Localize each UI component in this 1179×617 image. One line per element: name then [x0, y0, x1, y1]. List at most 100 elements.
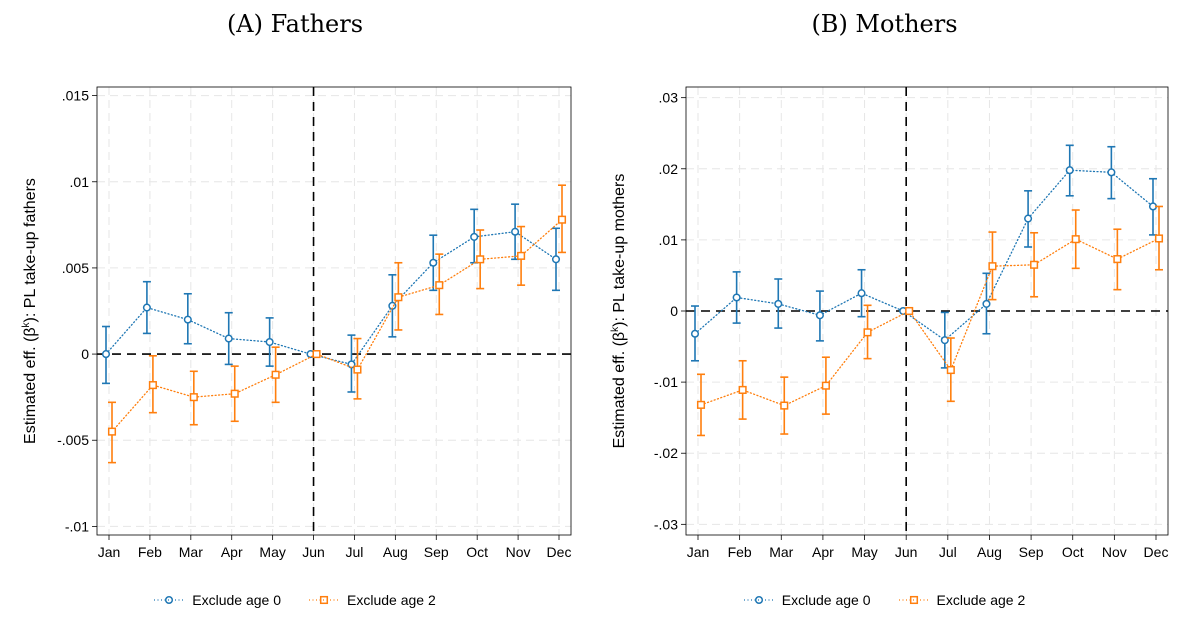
x-tick-label: May [259, 544, 285, 560]
y-tick-label: -.01 [654, 374, 678, 390]
data-point [940, 336, 949, 345]
x-tick-label: Jan [687, 544, 710, 560]
y-tick-label: -.01 [65, 518, 89, 534]
x-tick-label: Jun [895, 544, 918, 560]
data-point [551, 255, 561, 264]
y-tick-label: .005 [62, 260, 89, 276]
data-point [230, 389, 239, 398]
data-point [435, 281, 444, 290]
legend-item-exclude-age-0: Exclude age 0 [154, 592, 281, 608]
data-point [946, 365, 955, 375]
data-point [265, 337, 274, 347]
series-line [111, 219, 563, 433]
data-point [517, 251, 526, 260]
x-tick-label: Aug [383, 544, 408, 560]
data-point [1107, 168, 1116, 177]
y-tick-label: .02 [659, 161, 679, 177]
data-point [224, 334, 233, 343]
series-line [694, 169, 1154, 341]
y-tick-label: .015 [62, 88, 89, 104]
data-point [101, 350, 111, 359]
data-point [271, 370, 280, 379]
legend-label: Exclude age 2 [347, 592, 436, 608]
x-tick-label: Nov [506, 544, 531, 560]
x-tick-label: Aug [977, 544, 1002, 560]
data-point [1030, 260, 1039, 269]
x-tick-label: Dec [547, 544, 572, 560]
data-point [511, 227, 520, 236]
data-point [1065, 166, 1074, 175]
legend-label: Exclude age 2 [936, 592, 1026, 608]
data-point [1113, 255, 1122, 264]
plot-frame [96, 86, 572, 536]
data-point [863, 328, 872, 337]
series-line [105, 231, 557, 366]
x-tick-label: Oct [1062, 544, 1084, 560]
legend-label: Exclude age 0 [192, 592, 281, 608]
data-point [774, 299, 783, 308]
data-point [815, 311, 824, 320]
data-point [107, 427, 117, 436]
y-tick-label: -.03 [654, 516, 678, 532]
x-tick-label: Jul [939, 544, 957, 560]
data-point [353, 365, 362, 374]
chart-fathers: -.01 -.005 0 .005 .01 .015 Jan Feb Mar Apr May Jun J… [21, 86, 572, 560]
data-point [732, 293, 741, 302]
series-line [700, 237, 1160, 407]
y-axis-label: Estimated eff. (βk): PL take-up fathers [21, 178, 39, 444]
legend-item-exclude-age-2: Exclude age 2 [309, 592, 436, 608]
data-point [1071, 235, 1080, 244]
data-point [557, 215, 567, 224]
y-tick-label: .01 [70, 174, 90, 190]
data-point [312, 350, 321, 359]
data-point [780, 401, 789, 410]
legend: Exclude age 0 Exclude age 2 [590, 592, 1179, 608]
panel-fathers: (A) Fathers -.01 -.005 0 .005 .01 .015 Jan Feb M… [0, 10, 590, 608]
chart-mothers: -.03 -.02 -.01 0 .01 .02 .03 Jan Feb Mar Apr May Jun… [610, 86, 1168, 560]
x-tick-label: Jul [346, 544, 364, 560]
x-tick-label: Mar [179, 544, 203, 560]
panel-mothers: (B) Mothers -.03 -.02 -.01 0 .01 .02 .03 Jan Feb… [590, 0, 1179, 617]
data-point [738, 385, 747, 394]
data-point [148, 381, 157, 390]
x-tick-label: Feb [728, 544, 752, 560]
data-point [905, 306, 914, 316]
data-point [183, 315, 192, 324]
data-point [189, 393, 198, 402]
plot-area [97, 87, 571, 535]
x-tick-label: Sep [1019, 544, 1044, 560]
legend-item-exclude-age-0: Exclude age 0 [743, 592, 871, 608]
x-tick-label: Mar [769, 544, 793, 560]
y-tick-label: .03 [659, 90, 679, 106]
data-point [690, 329, 700, 338]
data-point [429, 258, 438, 267]
x-tick-label: May [851, 544, 877, 560]
y-tick-label: 0 [81, 346, 89, 362]
y-tick-label: .01 [659, 232, 679, 248]
data-point [821, 381, 830, 390]
data-point [988, 262, 997, 271]
x-tick-label: Feb [138, 544, 162, 560]
x-tick-label: Nov [1102, 544, 1127, 560]
y-tick-label: -.005 [57, 432, 89, 448]
data-point [476, 255, 485, 264]
x-tick-label: Apr [812, 544, 834, 560]
x-tick-label: Sep [424, 544, 449, 560]
x-tick-label: Apr [221, 544, 243, 560]
data-point [1024, 214, 1033, 223]
x-tick-label: Oct [466, 544, 488, 560]
data-point [1154, 234, 1164, 243]
data-point [470, 232, 479, 241]
x-tick-label: Jan [98, 544, 121, 560]
data-point [857, 289, 866, 298]
chart-title: (B) Mothers [811, 10, 958, 38]
data-point [696, 400, 706, 409]
data-point [142, 303, 151, 312]
legend-item-exclude-age-2: Exclude age 2 [898, 592, 1026, 608]
data-point [394, 293, 403, 302]
legend-label: Exclude age 0 [781, 592, 871, 608]
y-axis-label: Estimated eff. (βk): PL take-up mothers [610, 174, 628, 449]
legend: Exclude age 0 Exclude age 2 [0, 592, 590, 608]
y-tick-label: -.02 [654, 445, 678, 461]
data-point [982, 299, 991, 308]
